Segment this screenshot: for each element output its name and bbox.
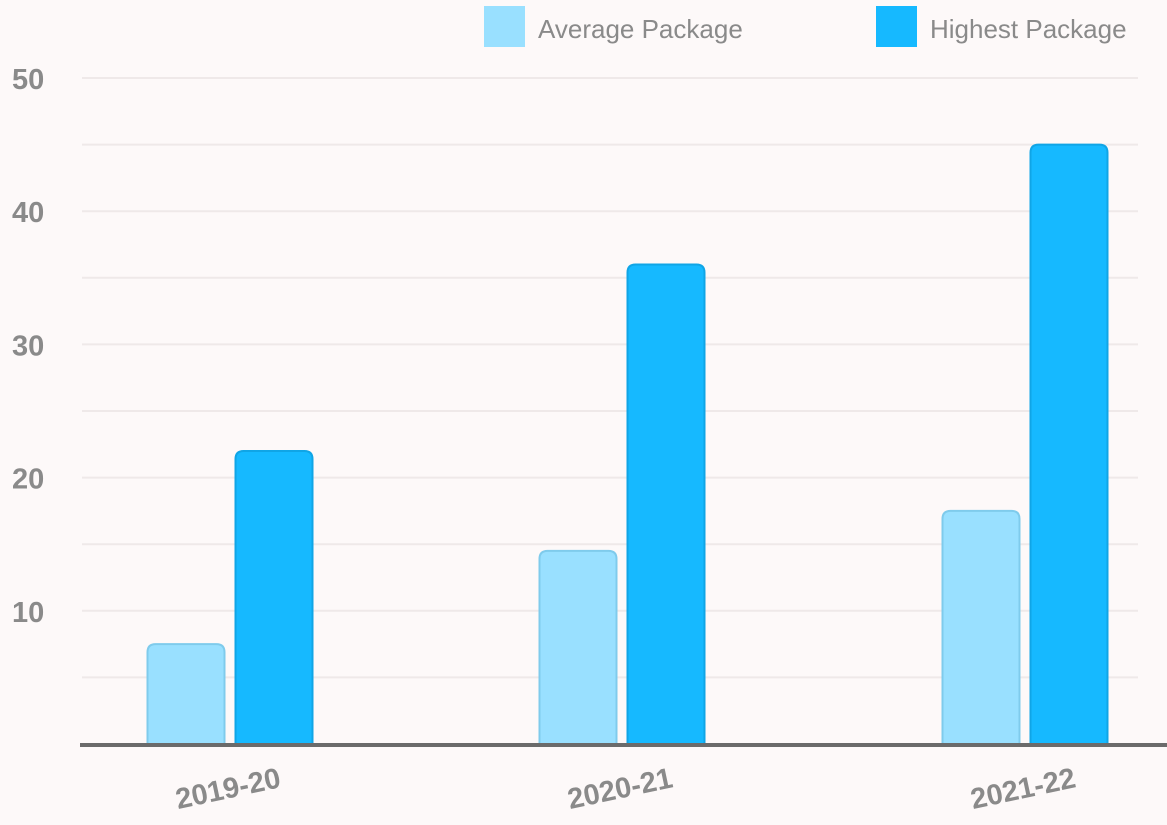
y-axis-ticks: 10 20 30 40 50 [12, 64, 44, 629]
legend-swatch [876, 6, 917, 47]
y-tick-label: 40 [12, 197, 44, 229]
legend-label: Highest Package [930, 14, 1127, 44]
legend-swatch [484, 6, 525, 47]
legend-label: Average Package [538, 14, 743, 44]
bar-highest-package-2020-21 [626, 263, 706, 745]
legend: Average Package Highest Package [484, 6, 1127, 47]
bar-average-package-2020-21 [538, 549, 618, 745]
x-axis-ticks: 2019-20 2020-21 2021-22 [173, 762, 1079, 815]
bars [146, 143, 1109, 745]
y-tick-label: 30 [12, 330, 44, 362]
y-tick-label: 50 [12, 64, 44, 96]
x-tick-label: 2021-22 [968, 762, 1079, 815]
bar-highest-package-2019-20 [234, 449, 314, 745]
bar-average-package-2021-22 [941, 509, 1021, 745]
bar-highest-package-2021-22 [1029, 143, 1109, 745]
x-tick-label: 2020-21 [565, 762, 676, 815]
y-tick-label: 20 [12, 464, 44, 496]
bar-average-package-2019-20 [146, 643, 226, 745]
y-tick-label: 10 [12, 597, 44, 629]
x-tick-label: 2019-20 [173, 762, 284, 815]
